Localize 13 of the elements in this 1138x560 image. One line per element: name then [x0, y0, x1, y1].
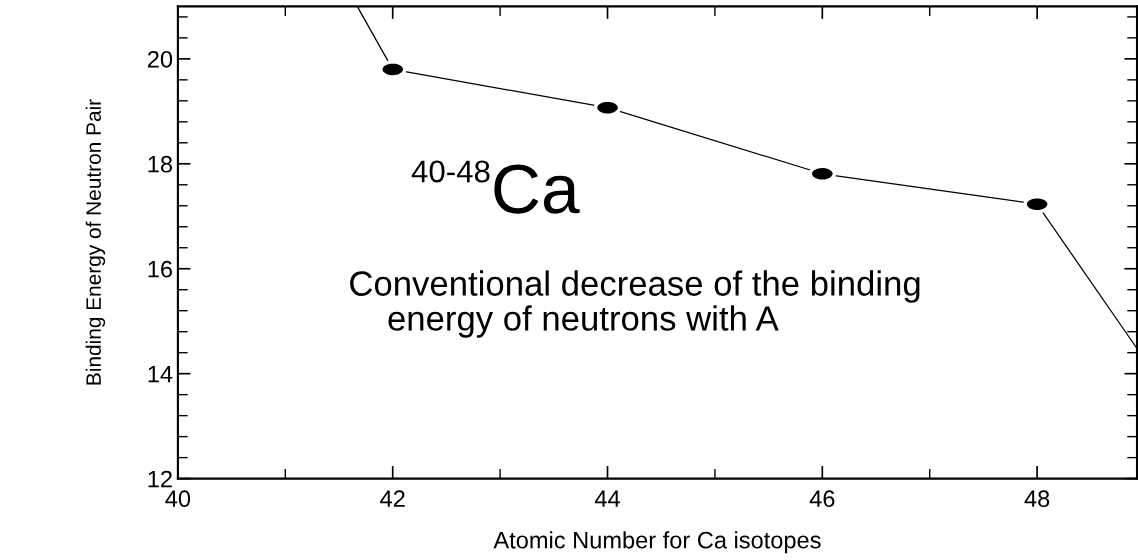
- y-axis-title: Binding Energy of Neutron Pair: [85, 99, 106, 385]
- x-tick-label: 44: [594, 490, 620, 507]
- annotation: Conventional decrease of the binding energy of neutrons with A: [350, 270, 920, 338]
- x-tick-label: 42: [380, 490, 405, 507]
- x-tick-label: 40: [165, 490, 191, 508]
- x-tick-label: 46: [809, 490, 835, 508]
- y-tick-label: 18: [148, 155, 173, 173]
- y-tick-label: 14: [148, 365, 173, 383]
- x-tick-label: 48: [1024, 490, 1050, 508]
- x-axis-title: Atomic Number for Ca isotopes: [493, 531, 821, 554]
- y-tick-label: 16: [148, 260, 172, 278]
- y-tick-label: 12: [148, 470, 172, 488]
- y-tick-label: 20: [147, 50, 173, 68]
